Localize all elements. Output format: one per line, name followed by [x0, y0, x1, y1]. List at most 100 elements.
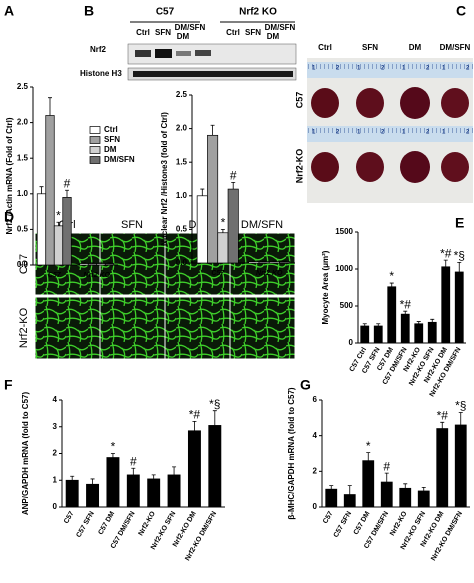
error-bar [362, 323, 367, 326]
error-bar [151, 474, 156, 479]
y-tick-label: 1.5 [17, 153, 29, 162]
x-tick-label: C57 [63, 510, 76, 525]
bar [208, 425, 222, 508]
panel-label: B [84, 3, 94, 19]
error-bar [131, 467, 136, 475]
panel-label: C [456, 3, 466, 19]
y-tick-label: 0 [53, 502, 58, 511]
ruler-label: 1 [442, 130, 446, 136]
y-tick-label: 1.0 [176, 191, 188, 200]
error-bar [90, 478, 95, 485]
y-tick-label: 1 [53, 475, 58, 484]
ruler-label: 1 [312, 130, 316, 136]
error-bar [110, 453, 115, 458]
panel-label: A [4, 3, 14, 19]
lane-label: SFN [155, 28, 171, 37]
error-bar [457, 261, 462, 272]
y-tick-label: 1000 [335, 264, 353, 273]
bar [414, 323, 424, 344]
error-bar [389, 282, 394, 287]
error-bar [329, 485, 334, 490]
error-bar [82, 262, 86, 264]
error-bar [200, 188, 205, 196]
error-bar [220, 229, 225, 233]
error-bar [70, 475, 75, 481]
row-label: C57 [18, 254, 30, 274]
error-bar [384, 472, 389, 483]
lane-label: DM [267, 32, 280, 41]
ruler-label: 2 [466, 130, 470, 136]
bar [436, 428, 449, 508]
bar [104, 263, 115, 266]
ruler-label: 2 [466, 66, 470, 72]
error-bar [212, 410, 217, 426]
error-bar [48, 97, 52, 116]
annotation: * [366, 439, 371, 453]
error-bar [440, 421, 445, 429]
y-tick-label: 2.5 [17, 82, 29, 91]
legend-swatch [89, 126, 101, 134]
y-axis-label: Nrf2 /Actin mRNA (Fold of Ctrl) [5, 117, 14, 234]
bar [325, 488, 338, 508]
error-bar [416, 321, 421, 324]
error-bar [39, 186, 44, 194]
wga-images [34, 232, 296, 360]
annotation: # [64, 176, 71, 190]
bar [427, 321, 437, 344]
error-bar [210, 124, 215, 136]
legend-swatch [89, 136, 101, 144]
error-bar [458, 412, 463, 425]
ruler-label: 1 [357, 66, 361, 72]
ruler-label: 1 [312, 66, 316, 72]
legend-label: SFN [104, 135, 120, 144]
legend-label: DM/SFN [104, 155, 135, 164]
bar [441, 266, 451, 344]
error-bar [251, 260, 256, 262]
error-bar [366, 452, 371, 461]
y-tick-label: 4 [313, 431, 318, 440]
legend-label: Ctrl [104, 125, 118, 134]
x-tick-label: C57 DM [353, 510, 372, 536]
y-tick-label: 500 [340, 301, 354, 310]
y-tick-label: 2.0 [176, 124, 188, 133]
ruler-label: 2 [426, 130, 430, 136]
bar [36, 193, 47, 266]
x-tick-label: C57 SFN [75, 510, 95, 538]
x-tick-label: Nrf2 KO [256, 270, 283, 277]
bar [106, 457, 120, 508]
bar [417, 490, 430, 508]
lane-label: DM/SFN [175, 23, 206, 32]
y-tick-label: 1.0 [17, 189, 29, 198]
ruler-label: 2 [336, 66, 340, 72]
bar [454, 271, 464, 344]
column-label: DM [409, 43, 422, 52]
row-label: Nrf2-KO [18, 307, 30, 348]
error-bar [172, 466, 177, 475]
bar [147, 478, 161, 508]
bar [227, 188, 239, 264]
x-tick-label: C57 [322, 510, 335, 525]
x-tick-label: Nrf2-KO [389, 510, 409, 537]
x-tick-label: C57 SFN [333, 510, 353, 538]
ruler-label: 1 [442, 66, 446, 72]
bar [248, 261, 260, 264]
band-label: Histone H3 [80, 69, 122, 78]
y-tick-label: 6 [313, 395, 318, 404]
ruler-label: 2 [336, 130, 340, 136]
error-bar [99, 262, 103, 264]
annotation: * [221, 216, 226, 230]
y-tick-label: 3 [53, 422, 58, 431]
annotation: * [56, 208, 61, 222]
column-label: SFN [362, 43, 378, 52]
error-bar [421, 486, 426, 491]
bar [400, 313, 410, 344]
bar [362, 460, 375, 508]
y-tick-label: 2.5 [176, 90, 188, 99]
bar [380, 481, 393, 508]
bar [65, 479, 79, 508]
bar [87, 263, 98, 266]
error-bar [192, 421, 197, 431]
y-axis-label: Nuclear Nrf2 /Histone3 (fold of Ctrl) [160, 112, 169, 246]
y-tick-label: 0 [349, 338, 354, 347]
